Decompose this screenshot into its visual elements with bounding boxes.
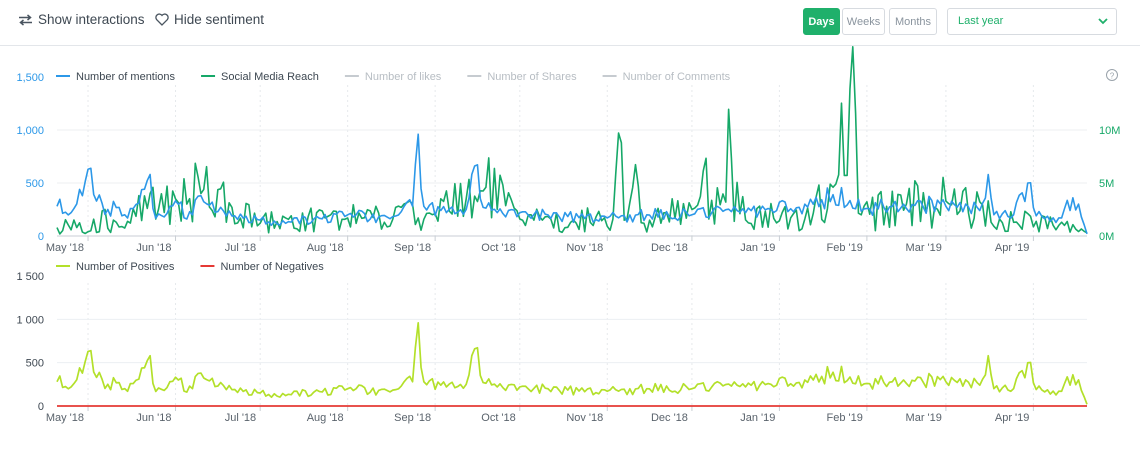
y-left-tick-label: 1,500: [16, 72, 44, 84]
x-tick-label: Sep '18: [394, 242, 431, 254]
days-button[interactable]: Days: [803, 8, 840, 35]
mentions-reach-chart: 0 500 1,000 1,500 0M 5M 10M May '18 Jun '18 Jul '…: [16, 45, 1120, 254]
x-tick-label: Jun '18: [136, 412, 171, 424]
x-tick-label: May '18: [46, 412, 84, 424]
x-tick-label: Dec '18: [651, 412, 688, 424]
x-tick-label: Feb '19: [827, 242, 863, 254]
series-line-number-of-mentions: [56, 133, 1088, 235]
x-tick-label: Jan '19: [740, 412, 775, 424]
y-left-tick-label: 1,000: [16, 125, 44, 137]
y-right-tick-label: 0M: [1099, 231, 1114, 243]
hide-sentiment-label: Hide sentiment: [174, 12, 265, 27]
weeks-button[interactable]: Weeks: [842, 8, 885, 35]
legend-item[interactable]: Number of mentions: [76, 71, 176, 83]
y-tick-label: 1 000: [16, 314, 44, 326]
y-right-tick-label: 10M: [1099, 125, 1120, 137]
y-left-tick-label: 0: [38, 231, 44, 243]
x-tick-label: Sep '18: [394, 412, 431, 424]
x-tick-label: Oct '18: [481, 242, 516, 254]
x-tick-label: Jun '18: [136, 242, 171, 254]
x-tick-label: Oct '18: [481, 412, 516, 424]
x-tick-label: Aug '18: [307, 412, 344, 424]
sentiment-chart: 0 500 1 000 1 500 May '18 Jun '18 Jul '18 Aug '…: [16, 261, 1088, 424]
x-tick-label: May '18: [46, 242, 84, 254]
x-tick-label: Dec '18: [651, 242, 688, 254]
help-icon[interactable]: [1106, 69, 1118, 81]
legend-item[interactable]: Number of Negatives: [220, 261, 324, 273]
legend-item[interactable]: Number of Comments: [623, 71, 731, 83]
legend-item[interactable]: Number of likes: [365, 71, 442, 83]
period-select[interactable]: Last year: [947, 8, 1117, 35]
y-tick-label: 1 500: [16, 271, 44, 283]
months-button[interactable]: Months: [889, 8, 937, 35]
x-tick-label: Jan '19: [740, 242, 775, 254]
swap-arrows-icon: [19, 13, 32, 26]
legend-item[interactable]: Social Media Reach: [221, 71, 319, 83]
series-line-number-of-positives: [56, 321, 1088, 405]
x-tick-label: Feb '19: [827, 412, 863, 424]
x-tick-label: Jul '18: [225, 242, 256, 254]
x-tick-label: Apr '19: [995, 412, 1030, 424]
x-tick-label: Aug '18: [307, 242, 344, 254]
period-select-value: Last year: [958, 15, 1004, 27]
show-interactions-label: Show interactions: [38, 12, 145, 27]
x-tick-label: Nov '18: [566, 412, 603, 424]
toolbar: Show interactions Hide sentiment Days We…: [0, 0, 1140, 46]
show-interactions-button[interactable]: Show interactions: [18, 12, 145, 27]
help-icon-glyph: ?: [1110, 72, 1115, 81]
x-tick-label: Mar '19: [906, 412, 942, 424]
chevron-down-icon: [1098, 18, 1108, 25]
legend-item[interactable]: Number of Positives: [76, 261, 175, 273]
y-right-tick-label: 5M: [1099, 178, 1114, 190]
x-tick-label: Jul '18: [225, 412, 256, 424]
legend-item[interactable]: Number of Shares: [487, 71, 577, 83]
heart-icon: [155, 13, 169, 26]
x-tick-label: Apr '19: [995, 242, 1030, 254]
x-tick-label: Nov '18: [566, 242, 603, 254]
x-tick-label: Mar '19: [906, 242, 942, 254]
series-line-social-media-reach: [56, 45, 1088, 235]
y-left-tick-label: 500: [26, 178, 44, 190]
hide-sentiment-button[interactable]: Hide sentiment: [155, 12, 264, 27]
y-tick-label: 0: [38, 401, 44, 413]
y-tick-label: 500: [26, 358, 44, 370]
